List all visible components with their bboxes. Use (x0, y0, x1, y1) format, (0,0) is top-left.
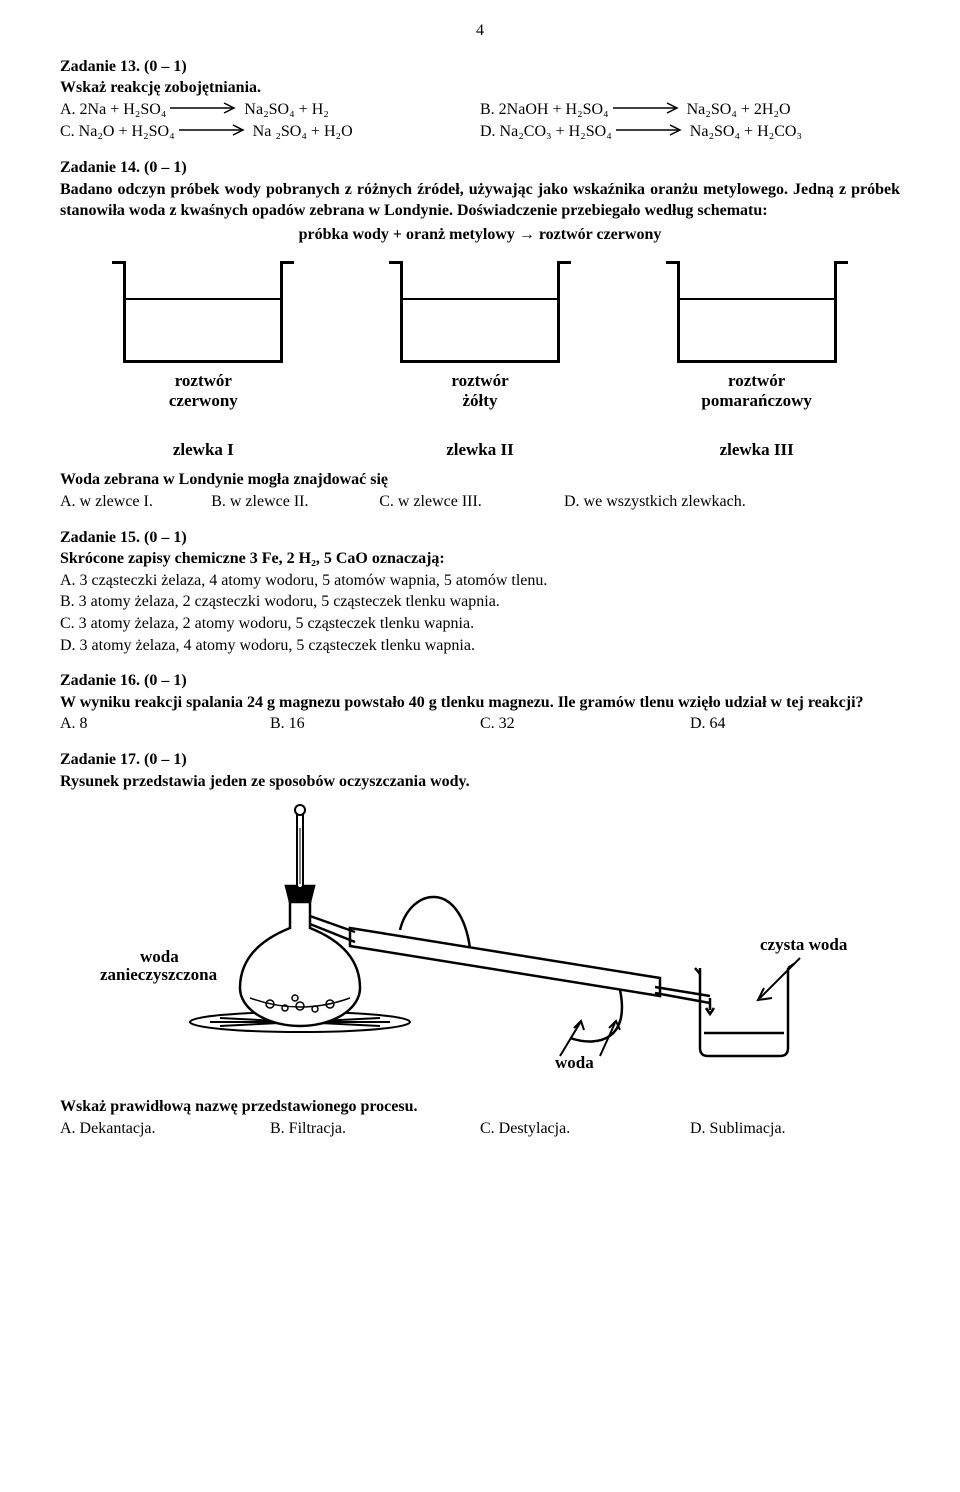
task14-title: Zadanie 14. (0 – 1) (60, 157, 900, 179)
task14-question: Woda zebrana w Londynie mogła znajdować … (60, 469, 900, 491)
beaker-icon (677, 263, 837, 363)
task15-opt-c: C. 3 atomy żelaza, 2 atomy wodoru, 5 czą… (60, 613, 900, 635)
distil-label-zanieczyszczona: zanieczyszczona (100, 966, 217, 984)
task17-opt-c: C. Destylacja. (480, 1118, 690, 1140)
reaction-arrow-icon (616, 121, 686, 143)
task14-opt-b: B. w zlewce II. (211, 491, 379, 513)
task16-title: Zadanie 16. (0 – 1) (60, 670, 900, 692)
task14-opt-a: A. w zlewce I. (60, 491, 211, 513)
beaker-icon (400, 263, 560, 363)
beakers-diagram: roztwór czerwony roztwór żółty roztwór p… (60, 263, 900, 461)
task14-body: Badano odczyn próbek wody pobranych z ró… (60, 179, 900, 222)
beaker-3-label1: roztwór (657, 371, 857, 391)
task17-prompt: Rysunek przedstawia jeden ze sposobów oc… (60, 771, 900, 793)
beaker-3-label2: pomarańczowy (657, 391, 857, 411)
beaker-1-name: zlewka I (103, 439, 303, 462)
beaker-2-label1: roztwór (380, 371, 580, 391)
task14-opt-d: D. we wszystkich zlewkach. (564, 491, 900, 513)
distil-label-woda: woda (140, 948, 179, 966)
distillation-diagram: woda zanieczyszczona czysta woda woda (100, 798, 860, 1078)
task16-opt-b: B. 16 (270, 713, 480, 735)
beaker-3-name: zlewka III (657, 439, 857, 462)
reaction-arrow-icon (170, 99, 240, 121)
beaker-1-label2: czerwony (103, 391, 303, 411)
task13-c-left: C. Na₂O + H₂SO₄ (60, 123, 175, 140)
beaker-1: roztwór czerwony (103, 263, 303, 410)
distil-label-czysta: czysta woda (760, 936, 847, 954)
distil-label-woda-bottom: woda (555, 1054, 594, 1072)
beaker-1-label1: roztwór (103, 371, 303, 391)
task17-opt-a: A. Dekantacja. (60, 1118, 270, 1140)
task17-opt-b: B. Filtracja. (270, 1118, 480, 1140)
task13-option-d: D. Na₂CO₃ + H₂SO₄ Na₂SO₄ + H₂CO₃ (480, 121, 900, 143)
task13-c-right: Na ₂SO₄ + H₂O (253, 123, 353, 140)
task13-a-left: A. 2Na + H₂SO₄ (60, 101, 166, 118)
task17-question: Wskaż prawidłową nazwę przedstawionego p… (60, 1096, 900, 1118)
task15-opt-a: A. 3 cząsteczki żelaza, 4 atomy wodoru, … (60, 570, 900, 592)
task13-d-left: D. Na₂CO₃ + H₂SO₄ (480, 123, 612, 140)
task15-prompt: Skrócone zapisy chemiczne 3 Fe, 2 H₂, 5 … (60, 548, 900, 570)
distillation-svg-icon (100, 798, 860, 1078)
task13-option-c: C. Na₂O + H₂SO₄ Na ₂SO₄ + H₂O (60, 121, 480, 143)
task17-opt-d: D. Sublimacja. (690, 1118, 900, 1140)
beaker-2-name: zlewka II (380, 439, 580, 462)
beaker-2: roztwór żółty (380, 263, 580, 410)
task13-option-a: A. 2Na + H₂SO₄ Na₂SO₄ + H₂ (60, 99, 480, 121)
task16-prompt: W wyniku reakcji spalania 24 g magnezu p… (60, 692, 900, 714)
task13-d-right: Na₂SO₄ + H₂CO₃ (690, 123, 802, 140)
task16-opt-c: C. 32 (480, 713, 690, 735)
page-number: 4 (60, 20, 900, 42)
beaker-icon (123, 263, 283, 363)
task16-opt-d: D. 64 (690, 713, 900, 735)
beaker-2-label2: żółty (380, 391, 580, 411)
task17-title: Zadanie 17. (0 – 1) (60, 749, 900, 771)
task13-option-b: B. 2NaOH + H₂SO₄ Na₂SO₄ + 2H₂O (480, 99, 900, 121)
reaction-arrow-icon (613, 99, 683, 121)
beaker-3: roztwór pomarańczowy (657, 263, 857, 410)
task13-b-left: B. 2NaOH + H₂SO₄ (480, 101, 609, 118)
task15-opt-d: D. 3 atomy żelaza, 4 atomy wodoru, 5 czą… (60, 635, 900, 657)
task13-prompt: Wskaż reakcję zobojętniania. (60, 77, 900, 99)
task14-opt-c: C. w zlewce III. (379, 491, 564, 513)
task13-b-right: Na₂SO₄ + 2H₂O (687, 101, 791, 118)
task13-title: Zadanie 13. (0 – 1) (60, 56, 900, 78)
task14-scheme: próbka wody + oranż metylowy → roztwór c… (60, 224, 900, 246)
task15-title: Zadanie 15. (0 – 1) (60, 527, 900, 549)
task15-opt-b: B. 3 atomy żelaza, 2 cząsteczki wodoru, … (60, 591, 900, 613)
task16-opt-a: A. 8 (60, 713, 270, 735)
reaction-arrow-icon (179, 121, 249, 143)
task13-a-right: Na₂SO₄ + H₂ (244, 101, 328, 118)
